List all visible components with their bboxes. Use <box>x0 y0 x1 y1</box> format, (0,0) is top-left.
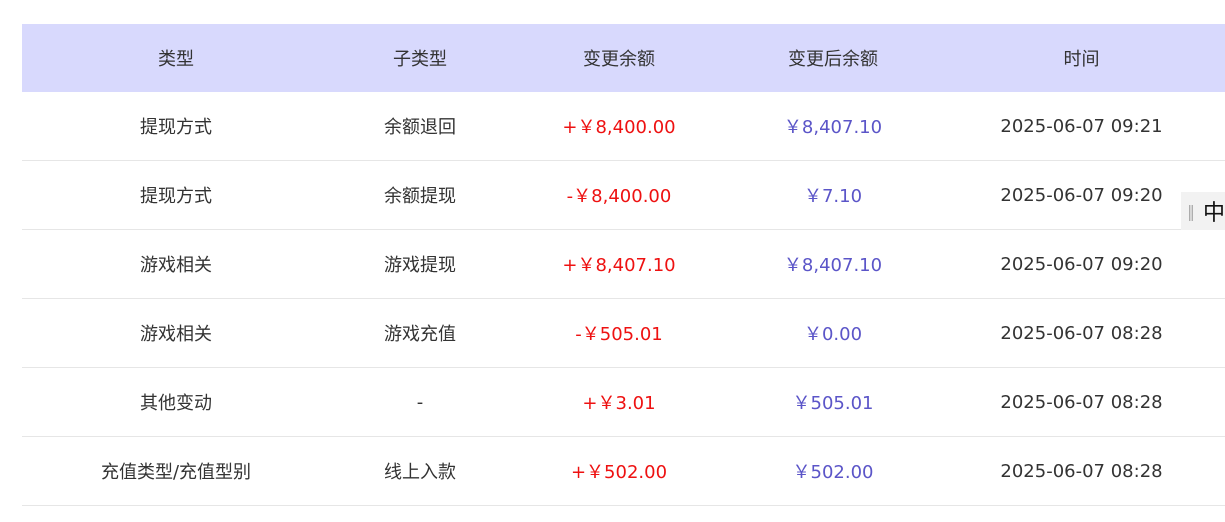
table-cell: 2025-06-07 09:20 <box>938 160 1225 230</box>
table-cell: 充值类型/充值型别 <box>22 436 330 506</box>
table-row: 提现方式 余额提现 -￥8,400.00 ￥7.10 2025-06-07 09:20 <box>22 160 1225 230</box>
table-cell: +￥3.01 <box>510 367 728 437</box>
column-header: 变更余额 <box>510 24 728 92</box>
table-cell: +￥502.00 <box>510 436 728 506</box>
table-cell: 游戏提现 <box>330 229 510 299</box>
table-cell: +￥8,407.10 <box>510 229 728 299</box>
table-cell: ￥8,407.10 <box>728 92 938 161</box>
table-cell: ￥7.10 <box>728 160 938 230</box>
widget-label[interactable]: 中 <box>1203 201 1225 226</box>
table-cell: +￥8,400.00 <box>510 92 728 161</box>
table-cell: ￥8,407.10 <box>728 229 938 299</box>
table-cell: 游戏充值 <box>330 298 510 368</box>
table-cell: 提现方式 <box>22 160 330 230</box>
table-cell: 2025-06-07 08:28 <box>938 367 1225 437</box>
table-cell: 提现方式 <box>22 92 330 161</box>
column-header: 子类型 <box>330 24 510 92</box>
header-row: 类型 子类型 变更余额 变更后余额 时间 <box>22 24 1225 92</box>
table-cell: 余额提现 <box>330 160 510 230</box>
table-row: 游戏相关 游戏提现 +￥8,407.10 ￥8,407.10 2025-06-07 09… <box>22 229 1225 299</box>
column-header: 变更后余额 <box>728 24 938 92</box>
table-cell: -￥8,400.00 <box>510 160 728 230</box>
table-cell: -￥505.01 <box>510 298 728 368</box>
column-header: 时间 <box>938 24 1225 92</box>
table-cell: 线上入款 <box>330 436 510 506</box>
table-cell: ￥0.00 <box>728 298 938 368</box>
table-cell: 2025-06-07 08:28 <box>938 298 1225 368</box>
balance-table: 类型 子类型 变更余额 变更后余额 时间 提现方式 余额退回 +￥8,400.00 ￥8,40… <box>22 24 1225 506</box>
table-cell: 2025-06-07 09:20 <box>938 229 1225 299</box>
table-row: 游戏相关 游戏充值 -￥505.01 ￥0.00 2025-06-07 08:28 <box>22 298 1225 368</box>
table-row: 其他变动 - +￥3.01 ￥505.01 2025-06-07 08:28 <box>22 367 1225 437</box>
table-cell: 游戏相关 <box>22 298 330 368</box>
table-row: 充值类型/充值型别 线上入款 +￥502.00 ￥502.00 2025-06-07 0… <box>22 436 1225 506</box>
table-cell: 游戏相关 <box>22 229 330 299</box>
table-cell: 2025-06-07 08:28 <box>938 436 1225 506</box>
table-body: 提现方式 余额退回 +￥8,400.00 ￥8,407.10 2025-06-07 09… <box>22 92 1225 506</box>
table-cell: ￥502.00 <box>728 436 938 506</box>
table-cell: 其他变动 <box>22 367 330 437</box>
table-cell: - <box>330 367 510 437</box>
table-cell: 2025-06-07 09:21 <box>938 92 1225 161</box>
language-widget[interactable]: ‖ 中 <box>1181 192 1225 230</box>
table-row: 提现方式 余额退回 +￥8,400.00 ￥8,407.10 2025-06-07 09… <box>22 92 1225 161</box>
column-header: 类型 <box>22 24 330 92</box>
table-cell: ￥505.01 <box>728 367 938 437</box>
table-cell: 余额退回 <box>330 92 510 161</box>
grip-icon: ‖ <box>1187 201 1195 221</box>
